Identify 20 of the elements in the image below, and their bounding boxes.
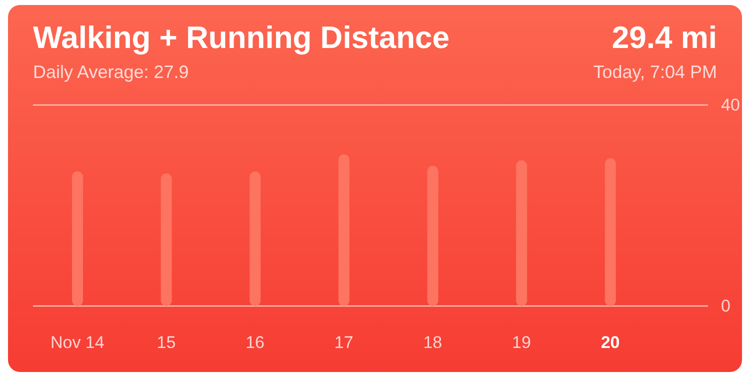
chart-title: Walking + Running Distance xyxy=(33,20,450,56)
bar xyxy=(604,158,616,306)
x-tick-label: 16 xyxy=(246,333,264,352)
bar xyxy=(338,154,350,306)
x-tick-label: 19 xyxy=(512,333,531,352)
bar xyxy=(160,173,172,306)
x-tick-label: 17 xyxy=(334,333,354,352)
text: Today, 7:04 PM xyxy=(593,62,717,83)
bar xyxy=(250,171,261,306)
bar xyxy=(72,171,83,306)
x-tick-label: 20 xyxy=(600,333,620,352)
x-tick-label: 18 xyxy=(423,333,442,352)
y-tick-label: 40 xyxy=(721,96,740,114)
x-tick-label: 15 xyxy=(156,333,176,352)
y-tick-label: 0 xyxy=(721,296,730,316)
text: 29.4 mi xyxy=(612,20,717,56)
chart-subtitle: Daily Average: 27.9 xyxy=(33,62,189,83)
x-tick-label: Nov 14 xyxy=(50,333,104,352)
bar xyxy=(516,160,528,306)
bar xyxy=(427,166,438,306)
